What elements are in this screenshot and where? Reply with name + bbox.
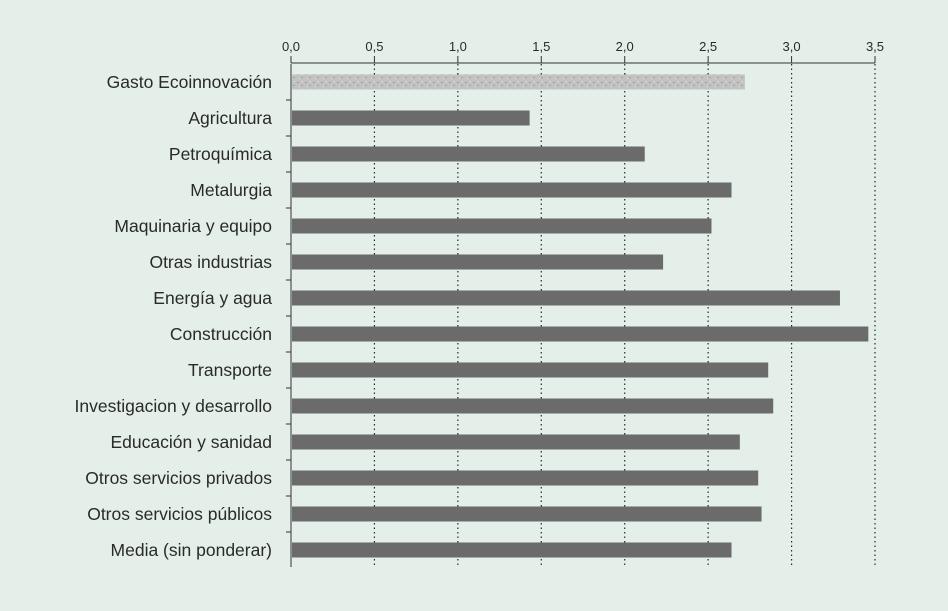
labels-group: 0,0 0,5 1,0 1,5 2,0 2,5 3,0 3,5 Gasto Ecoinnovac… — [75, 39, 885, 560]
category-label: Otros servicios públicos — [87, 504, 272, 524]
category-label: Otras industrias — [149, 252, 272, 272]
category-label: Construcción — [170, 324, 272, 344]
x-tick-label: 1,5 — [532, 39, 550, 54]
bar — [292, 290, 840, 306]
x-tick-label: 1,0 — [449, 39, 467, 54]
category-label: Otros servicios privados — [85, 468, 272, 488]
bar — [292, 110, 530, 126]
x-tick-label: 0,5 — [365, 39, 383, 54]
bar — [292, 362, 769, 378]
category-label: Agricultura — [188, 108, 272, 128]
bars-group — [292, 74, 869, 558]
x-tick-label: 3,5 — [866, 39, 884, 54]
x-tick-label: 0,0 — [282, 39, 300, 54]
bar — [292, 254, 664, 270]
category-label: Gasto Ecoinnovación — [107, 72, 272, 92]
category-label: Transporte — [188, 360, 272, 380]
bar — [292, 326, 869, 342]
bar — [292, 146, 645, 162]
bar-highlighted — [292, 74, 745, 90]
bar — [292, 398, 774, 414]
bar — [292, 434, 740, 450]
bar — [292, 182, 732, 198]
category-label: Energía y agua — [153, 288, 272, 308]
axes-group — [286, 56, 876, 567]
bar — [292, 506, 762, 522]
category-label: Petroquímica — [169, 144, 272, 164]
x-tick-label: 3,0 — [783, 39, 801, 54]
category-label: Educación y sanidad — [111, 432, 273, 452]
x-tick-label: 2,5 — [699, 39, 717, 54]
x-tick-label: 2,0 — [616, 39, 634, 54]
bar — [292, 218, 712, 234]
category-label: Metalurgia — [190, 180, 272, 200]
category-label: Media (sin ponderar) — [111, 540, 272, 560]
grid-layer — [373, 64, 876, 567]
category-label: Investigacion y desarrollo — [75, 396, 272, 416]
bar — [292, 470, 759, 486]
bar — [292, 542, 732, 558]
category-label: Maquinaria y equipo — [114, 216, 272, 236]
